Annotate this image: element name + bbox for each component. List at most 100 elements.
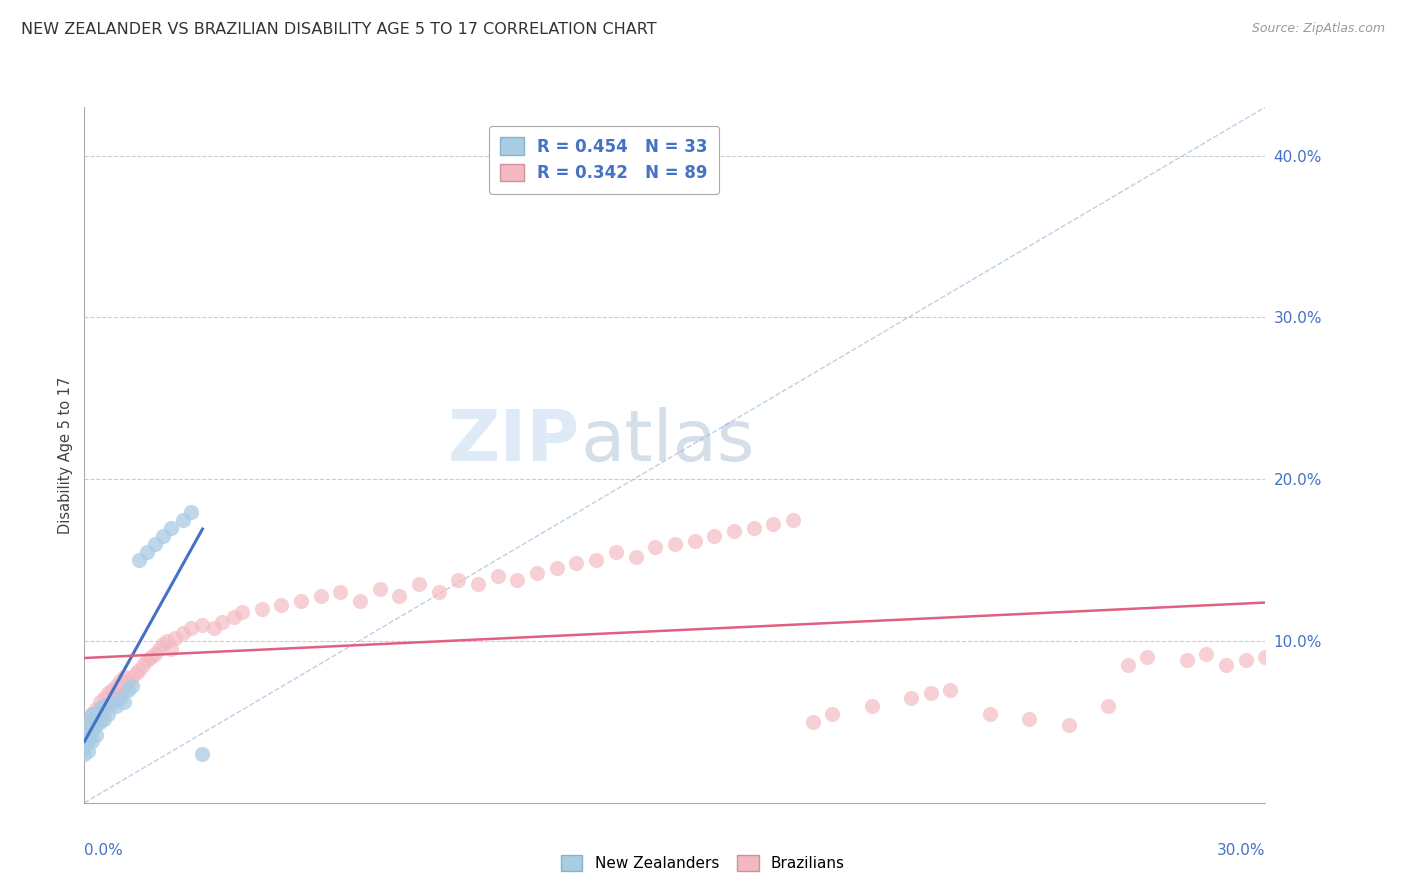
Point [148,642,170,657]
Point [77,728,100,742]
Point [231,605,253,619]
Point [222,609,245,624]
Point [124,666,146,681]
Point [1215,658,1237,673]
Point [1057,718,1080,732]
Point [309,589,332,603]
Point [108,674,131,689]
Y-axis label: Disability Age 5 to 17: Disability Age 5 to 17 [58,376,73,533]
Point [101,696,124,710]
Point [93,690,115,705]
Point [565,557,588,571]
Point [152,637,174,651]
Point [77,728,100,742]
Point [180,504,202,518]
Point [82,718,104,732]
Point [368,582,391,597]
Point [860,698,883,713]
Point [73,731,96,745]
Point [191,617,214,632]
Point [290,593,312,607]
Point [112,696,135,710]
Point [132,658,155,673]
Point [101,696,124,710]
Point [73,739,96,754]
Point [82,734,104,748]
Point [117,682,139,697]
Point [191,747,214,762]
Point [104,690,127,705]
Point [77,744,100,758]
Point [160,521,183,535]
Point [467,577,489,591]
Point [84,718,107,732]
Text: atlas: atlas [581,407,755,475]
Point [82,706,104,721]
Point [89,696,111,710]
Point [801,714,824,729]
Text: 30.0%: 30.0% [1218,843,1265,858]
Point [1274,513,1296,527]
Point [163,631,186,645]
Point [1097,698,1119,713]
Point [73,747,96,762]
Point [250,601,273,615]
Point [93,698,115,713]
Point [97,698,120,713]
Point [939,682,962,697]
Point [900,690,922,705]
Point [77,714,100,729]
Point [664,537,686,551]
Point [1116,658,1139,673]
Point [89,706,111,721]
Point [1254,650,1277,665]
Point [152,529,174,543]
Point [1313,521,1336,535]
Point [202,621,225,635]
Point [1294,517,1316,532]
Point [486,569,509,583]
Point [585,553,607,567]
Point [160,642,183,657]
Point [141,650,163,665]
Point [121,679,143,693]
Point [329,585,352,599]
Point [108,686,131,700]
Point [427,585,450,599]
Point [128,663,150,677]
Point [624,549,647,564]
Point [742,521,765,535]
Point [920,686,942,700]
Point [683,533,706,548]
Point [782,513,804,527]
Point [349,593,371,607]
Point [93,712,115,726]
Point [104,698,127,713]
Point [82,718,104,732]
Legend: R = 0.454   N = 33, R = 0.342   N = 89: R = 0.454 N = 33, R = 0.342 N = 89 [489,126,720,194]
Point [121,670,143,684]
Point [97,706,120,721]
Point [172,626,194,640]
Point [762,517,785,532]
Point [979,706,1001,721]
Point [546,561,568,575]
Text: 0.0%: 0.0% [84,843,124,858]
Point [447,573,470,587]
Point [108,690,131,705]
Point [84,706,107,721]
Point [136,653,159,667]
Point [117,674,139,689]
Point [644,540,666,554]
Point [136,545,159,559]
Point [388,589,411,603]
Legend: New Zealanders, Brazilians: New Zealanders, Brazilians [555,849,851,877]
Point [82,706,104,721]
Point [723,524,745,538]
Text: NEW ZEALANDER VS BRAZILIAN DISABILITY AGE 5 TO 17 CORRELATION CHART: NEW ZEALANDER VS BRAZILIAN DISABILITY AG… [21,22,657,37]
Point [156,634,179,648]
Point [97,686,120,700]
Point [703,529,725,543]
Point [77,714,100,729]
Point [408,577,430,591]
